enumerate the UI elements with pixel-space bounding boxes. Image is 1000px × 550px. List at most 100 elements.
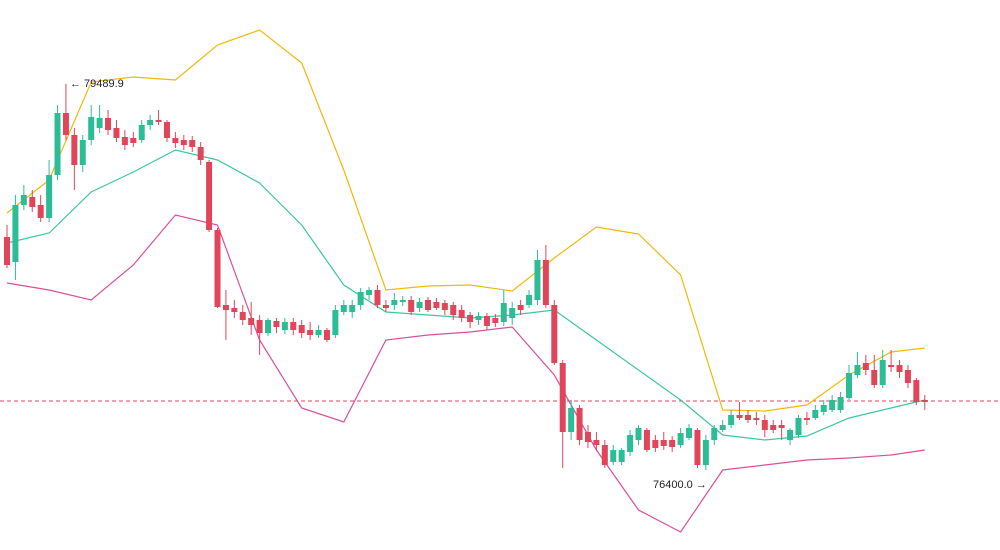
candle-body <box>349 305 356 312</box>
candle-body <box>323 330 330 340</box>
candle-body <box>105 118 112 130</box>
candle-body <box>357 292 364 305</box>
candle-body <box>913 380 920 402</box>
candle-body <box>652 440 659 448</box>
candle-body <box>483 316 490 326</box>
high-label: ← 79489.9 <box>70 78 124 90</box>
candle-body <box>416 302 423 308</box>
candle-body <box>736 415 743 418</box>
candle-body <box>96 118 103 128</box>
candle-body <box>686 428 693 438</box>
candle-body <box>702 440 709 465</box>
candle-body <box>601 445 608 465</box>
candle-body <box>803 418 810 420</box>
candle-body <box>584 432 591 442</box>
candle-body <box>130 138 137 143</box>
candle-body <box>778 425 785 428</box>
candle-body <box>62 113 69 135</box>
candle-body <box>812 410 819 418</box>
candle-body <box>820 405 827 412</box>
candle-body <box>643 430 650 450</box>
band-line <box>6 29 925 412</box>
candle-body <box>660 440 667 446</box>
candle-body <box>172 138 179 143</box>
candle-body <box>408 300 415 312</box>
candle-body <box>54 113 61 175</box>
candle-body <box>71 135 78 165</box>
candle-body <box>677 433 684 445</box>
candle-body <box>46 175 53 218</box>
candle-body <box>829 400 836 410</box>
candle-body <box>576 408 583 440</box>
candle-body <box>307 330 314 335</box>
candle-body <box>846 373 852 398</box>
candle-body <box>871 370 878 385</box>
candle-body <box>147 120 154 125</box>
candle-body <box>37 205 44 218</box>
candle-body <box>180 140 187 145</box>
candle-body <box>618 450 625 462</box>
candle-body <box>29 197 36 207</box>
candle-body <box>542 260 549 305</box>
candle-body <box>694 430 701 465</box>
candle-body <box>559 363 566 432</box>
candle-body <box>391 300 398 305</box>
candle-body <box>433 302 440 308</box>
candle-body <box>921 400 928 402</box>
candle-body <box>500 303 507 322</box>
candle-body <box>837 397 844 410</box>
candle-body <box>79 140 86 165</box>
candle-body <box>155 120 162 122</box>
candle-body <box>138 125 145 140</box>
candle-body <box>214 230 221 307</box>
band-line <box>6 214 925 533</box>
candle-body <box>904 370 911 383</box>
candle-body <box>332 310 339 335</box>
candle-body <box>382 305 389 308</box>
candle-body <box>4 237 10 265</box>
candle-body <box>761 420 768 430</box>
candle-body <box>222 305 229 310</box>
candle-body <box>526 295 533 305</box>
candle-body <box>425 300 431 310</box>
candle-body <box>458 310 465 318</box>
candle-body <box>273 321 280 327</box>
candle-body <box>290 322 297 330</box>
candle-body <box>593 440 600 445</box>
candle-body <box>492 318 499 323</box>
candle-body <box>374 290 381 305</box>
candle-body <box>256 320 263 333</box>
candle-body <box>635 428 642 440</box>
candle-body <box>795 418 802 435</box>
candle-body <box>281 322 288 330</box>
candle-body <box>854 365 861 375</box>
candle-body <box>711 428 718 440</box>
candle-body <box>787 430 794 440</box>
candle-body <box>475 316 482 320</box>
band-line <box>6 149 925 441</box>
candle-body <box>189 140 196 147</box>
candle-body <box>113 128 120 138</box>
candle-body <box>753 418 760 420</box>
candle-body <box>12 205 19 262</box>
candle-body <box>744 415 751 420</box>
candle-body <box>728 415 735 425</box>
candle-body <box>340 305 347 312</box>
candle-body <box>551 305 558 363</box>
candle-body <box>206 162 213 230</box>
candle-body <box>231 308 238 312</box>
candle-body <box>879 360 886 385</box>
candle-body <box>399 300 406 302</box>
candle-body <box>610 450 617 462</box>
candle-body <box>509 308 516 318</box>
candle-body <box>888 365 895 367</box>
candle-body <box>534 260 541 300</box>
candle-body <box>568 408 575 432</box>
candle-body <box>441 303 448 310</box>
candle-body <box>88 117 95 140</box>
candle-body <box>517 305 524 310</box>
candle-body <box>719 425 726 430</box>
candle-body <box>265 320 272 333</box>
